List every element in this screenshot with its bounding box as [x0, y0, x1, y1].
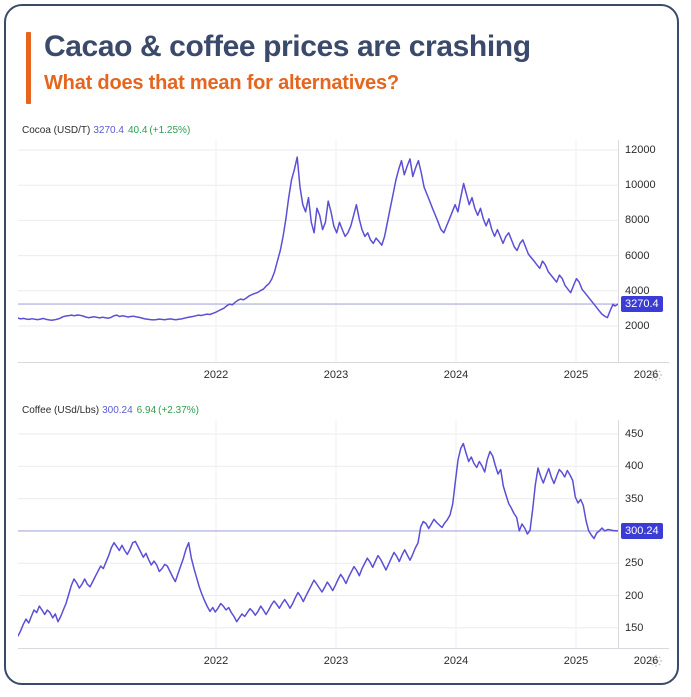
quote-change: 6.94 [136, 405, 157, 416]
current-price-badge[interactable]: 300.24 [621, 522, 663, 539]
y-tick: 150 [625, 621, 644, 634]
gear-icon[interactable] [649, 368, 663, 382]
gridlines [18, 420, 618, 648]
coffee-y-axis: 450 400 350 250 200 150 300.24 [619, 420, 670, 648]
x-tick: 2024 [443, 655, 469, 667]
y-axis-line [618, 140, 619, 362]
x-tick: 2026 [633, 369, 659, 381]
header: Cacao & coffee prices are crashing What … [26, 28, 646, 108]
y-tick: 10000 [625, 179, 656, 192]
quote-last-price: 300.24 [102, 405, 133, 416]
quote-symbol: Coffee (USd/Lbs) [22, 405, 100, 416]
quote-symbol: Cocoa (USD/T) [22, 125, 91, 136]
page-subtitle: What does that mean for alternatives? [44, 72, 399, 94]
y-axis-line [618, 420, 619, 648]
cocoa-x-axis: 2022 2023 2024 2025 2026 [18, 362, 669, 389]
page-title: Cacao & coffee prices are crashing [44, 30, 531, 63]
y-tick: 450 [625, 428, 644, 440]
coffee-chart-svg [18, 420, 618, 648]
x-tick: 2025 [563, 655, 589, 667]
quote-change-percent: (+2.37%) [158, 405, 199, 416]
gear-icon[interactable] [649, 654, 663, 668]
y-tick: 8000 [625, 214, 650, 227]
quote-last-price: 3270.4 [93, 125, 124, 136]
coffee-x-axis: 2022 2023 2024 2025 2026 [18, 648, 669, 675]
y-tick: 2000 [625, 320, 650, 332]
y-tick: 6000 [625, 249, 650, 262]
y-tick: 4000 [625, 284, 650, 297]
y-tick: 12000 [625, 144, 656, 156]
y-tick: 200 [625, 589, 644, 602]
quote-line-cocoa: Cocoa (USD/T) 3270.4 40.4 (+1.25%) [22, 124, 190, 137]
cocoa-price-chart[interactable] [18, 140, 618, 362]
gridlines [18, 140, 618, 362]
infographic-card: Cacao & coffee prices are crashing What … [4, 4, 679, 685]
chart-panel-coffee: Coffee (USd/Lbs) 300.24 6.94 (+2.37%) [18, 404, 669, 680]
cocoa-price-series [18, 156, 618, 321]
coffee-price-chart[interactable] [18, 420, 618, 648]
x-tick: 2022 [203, 369, 229, 381]
x-tick: 2022 [203, 655, 229, 667]
chart-panel-cocoa: Cocoa (USD/T) 3270.4 40.4 (+1.25%) [18, 124, 669, 400]
cocoa-chart-svg [18, 140, 618, 362]
x-tick: 2023 [323, 369, 349, 381]
quote-change: 40.4 [127, 125, 148, 136]
coffee-price-series [18, 442, 618, 637]
x-tick: 2026 [633, 655, 659, 667]
quote-change-percent: (+1.25%) [149, 125, 191, 136]
quote-line-coffee: Coffee (USd/Lbs) 300.24 6.94 (+2.37%) [22, 404, 199, 417]
x-tick: 2025 [563, 369, 589, 381]
accent-bar [26, 32, 31, 104]
current-price-badge[interactable]: 3270.4 [621, 296, 663, 313]
x-tick: 2024 [443, 369, 469, 381]
y-tick: 400 [625, 460, 644, 473]
y-tick: 350 [625, 492, 644, 505]
x-tick: 2023 [323, 655, 349, 667]
cocoa-y-axis: 12000 10000 8000 6000 4000 2000 3270.4 [619, 140, 670, 362]
y-tick: 250 [625, 557, 644, 570]
